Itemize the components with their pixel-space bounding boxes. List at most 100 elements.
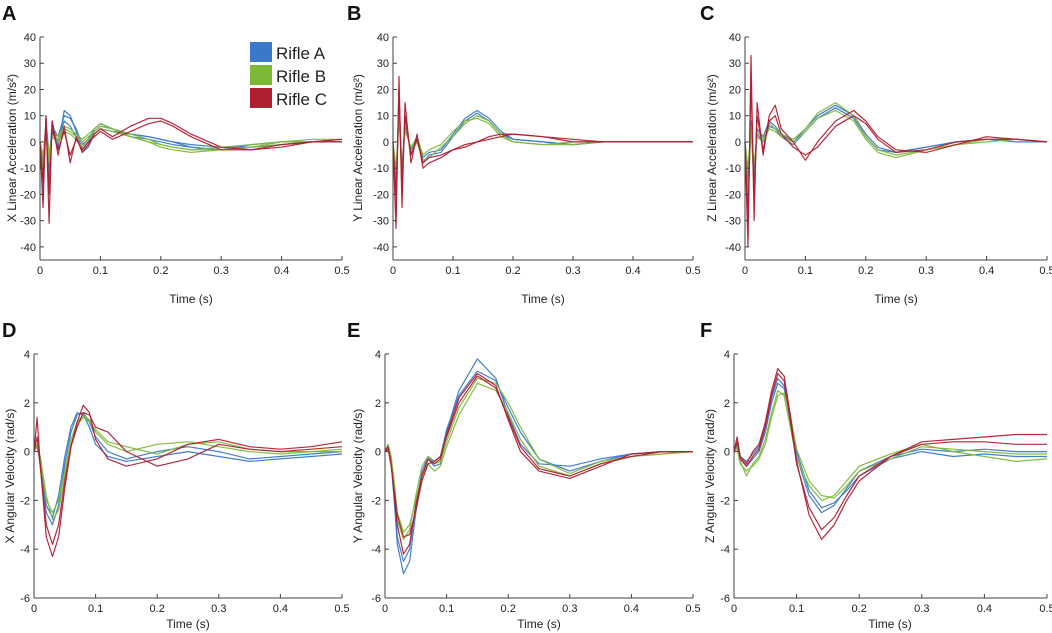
y-tick-label: -20: [373, 189, 389, 201]
y-tick-label: 10: [729, 111, 741, 123]
legend-label-rifle-b: Rifle B: [276, 67, 326, 86]
x-tick-label: 0.4: [977, 603, 992, 615]
legend: Rifle A Rifle B Rifle C: [250, 42, 327, 109]
series-group: [33, 404, 343, 558]
y-tick-label: 40: [24, 32, 36, 44]
chart-f: Time (s) Z Angular Velocity (rad/s) 0 0.1…: [703, 349, 1052, 631]
x-tick-label: 0.2: [153, 265, 168, 277]
legend-label-rifle-c: Rifle C: [276, 90, 327, 109]
x-tick-label: 0.1: [439, 603, 454, 615]
x-tick-label: 0.4: [979, 265, 994, 277]
chart-b: Time (s) Y Linear Acceleration (m/s²) 0 0…: [351, 32, 701, 306]
y-tick-label: 0: [735, 137, 741, 149]
y-tick-label: -40: [373, 242, 389, 254]
y-tick-label: 40: [729, 32, 741, 44]
series-line-rifle-a: [733, 382, 1047, 509]
x-tick-label: 0.1: [445, 265, 460, 277]
y-tick-label: 2: [24, 398, 30, 410]
y-tick-label: 40: [377, 32, 389, 44]
y-tick-label: 10: [377, 111, 389, 123]
x-axis-label: Time (s): [521, 292, 565, 306]
x-axis-label: Time (s): [517, 617, 561, 631]
series-group: [39, 109, 343, 224]
panel-e: E Time (s) Y Angular Velocity (rad/s) 0 0…: [347, 320, 701, 631]
y-tick-label: -20: [20, 189, 36, 201]
legend-swatch-rifle-b: [250, 65, 272, 85]
y-tick-label: 30: [729, 58, 741, 70]
y-axis-label: X Angular Velocity (rad/s): [3, 409, 17, 544]
y-axis-label: Y Angular Velocity (rad/s): [351, 409, 365, 544]
x-tick-label: 0: [382, 603, 388, 615]
chart-c: Time (s) Z Linear Acceleration (m/s²) 0 0…: [705, 32, 1052, 306]
panel-d: D Time (s) X Angular Velocity (rad/s) 0 0…: [2, 320, 350, 631]
y-tick-label: -30: [725, 216, 741, 228]
x-tick-label: 0.3: [914, 603, 929, 615]
y-tick-label: 10: [24, 111, 36, 123]
series-line-rifle-a: [384, 370, 693, 563]
series-line-rifle-b: [744, 101, 1048, 195]
series-line-rifle-b: [33, 416, 342, 521]
y-tick-label: 0: [30, 137, 36, 149]
x-tick-label: 0.3: [214, 265, 229, 277]
series-line-rifle-a: [744, 104, 1048, 209]
y-tick-label: 2: [724, 398, 730, 410]
y-tick-label: -30: [20, 216, 36, 228]
series-line-rifle-c: [33, 412, 343, 545]
legend-swatch-rifle-c: [250, 88, 272, 108]
y-tick-label: -4: [20, 544, 30, 556]
panel-letter: F: [700, 320, 712, 342]
y-axis-label: Y Linear Acceleration (m/s²): [351, 74, 365, 222]
y-tick-label: -10: [725, 163, 741, 175]
y-tick-label: -6: [371, 593, 381, 605]
panel-letter: A: [2, 3, 16, 25]
series-line-rifle-c: [733, 372, 1047, 531]
x-tick-label: 0.2: [150, 603, 165, 615]
series-line-rifle-a: [33, 412, 343, 519]
y-tick-label: 0: [24, 447, 30, 459]
panel-f: F Time (s) Z Angular Velocity (rad/s) 0 0…: [700, 320, 1052, 631]
x-axis-label: Time (s): [874, 292, 918, 306]
y-tick-label: 30: [377, 58, 389, 70]
x-tick-label: 0.3: [211, 603, 226, 615]
panel-letter: B: [347, 3, 361, 25]
series-line-rifle-c: [384, 375, 693, 538]
x-tick-label: 0.5: [685, 265, 700, 277]
y-tick-label: -4: [720, 544, 730, 556]
y-tick-label: -6: [720, 593, 730, 605]
y-tick-label: 4: [24, 349, 30, 361]
y-tick-label: 2: [375, 398, 381, 410]
y-tick-label: 4: [724, 349, 730, 361]
y-tick-label: -40: [20, 242, 36, 254]
x-tick-label: 0.3: [562, 603, 577, 615]
series-line-rifle-b: [392, 117, 693, 169]
x-tick-label: 0.4: [625, 265, 640, 277]
x-tick-label: 0.5: [334, 603, 349, 615]
x-tick-label: 0.1: [93, 265, 108, 277]
series-line-rifle-a: [733, 377, 1047, 514]
chart-e: Time (s) Y Angular Velocity (rad/s) 0 0.1…: [351, 349, 701, 631]
series-line-rifle-a: [33, 412, 343, 526]
series-line-rifle-c: [744, 54, 1048, 248]
y-tick-label: -2: [371, 495, 381, 507]
x-tick-label: 0.2: [852, 603, 867, 615]
x-axis-label: Time (s): [868, 617, 912, 631]
series-line-rifle-b: [384, 382, 694, 533]
series-line-rifle-c: [392, 75, 693, 230]
legend-swatch-rifle-a: [250, 42, 272, 62]
chart-a: Time (s) X Linear Acceleration (m/s²) 0 0…: [5, 32, 350, 306]
y-tick-label: -2: [720, 495, 730, 507]
x-tick-label: 0.1: [789, 603, 804, 615]
y-tick-label: -40: [725, 242, 741, 254]
y-tick-label: -20: [725, 189, 741, 201]
x-tick-label: 0: [390, 265, 396, 277]
panel-letter: C: [700, 3, 714, 25]
series-line-rifle-c: [39, 115, 343, 224]
y-tick-label: 20: [24, 84, 36, 96]
x-tick-label: 0.5: [1039, 603, 1052, 615]
panel-letter: E: [347, 320, 360, 342]
x-tick-label: 0.5: [685, 603, 700, 615]
x-tick-label: 0.3: [919, 265, 934, 277]
chart-d: Time (s) X Angular Velocity (rad/s) 0 0.1…: [3, 349, 350, 631]
x-tick-label: 0: [731, 603, 737, 615]
series-line-rifle-a: [392, 88, 693, 216]
